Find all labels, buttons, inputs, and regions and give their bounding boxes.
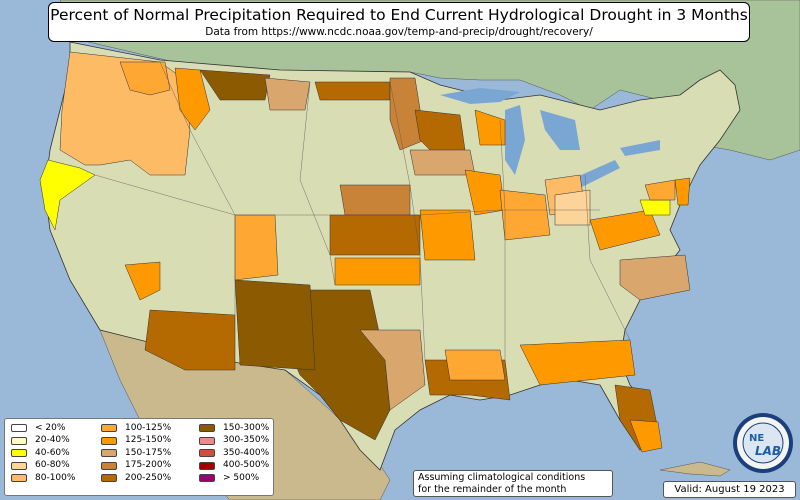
- legend-swatch: [199, 474, 215, 483]
- region-nevada-orange: [124, 261, 161, 301]
- logo-text-2: LAB: [755, 444, 781, 458]
- legend-item: 400-500%: [199, 460, 269, 472]
- legend-column-2: 100-125% 125-150% 150-175% 175-200% 200-…: [101, 422, 171, 485]
- region-oklahoma: [334, 257, 421, 286]
- legend-swatch: [101, 424, 117, 432]
- legend-label: 20-40%: [35, 435, 70, 446]
- region-texas-east: [359, 329, 426, 411]
- legend-label: > 500%: [223, 472, 260, 483]
- region-florida-orange: [629, 419, 663, 453]
- legend-label: 150-175%: [125, 447, 172, 458]
- region-oregon-orange: [119, 61, 171, 96]
- region-minnesota: [389, 77, 426, 151]
- legend-item: 80-100%: [11, 472, 75, 484]
- region-carolinas: [619, 254, 691, 301]
- legend-label: 60-80%: [35, 460, 70, 471]
- legend-label: 200-250%: [125, 472, 172, 483]
- legend-label: 40-60%: [35, 447, 70, 458]
- region-kentucky: [554, 189, 591, 226]
- region-nebraska: [339, 184, 411, 216]
- legend-swatch: [11, 461, 27, 470]
- legend-swatch: [11, 436, 27, 445]
- region-indiana: [499, 189, 551, 241]
- region-mississippi: [444, 349, 506, 381]
- legend-item: 60-80%: [11, 460, 75, 472]
- legend-swatch: [11, 449, 27, 458]
- legend-item: 20-40%: [11, 435, 75, 447]
- map-title: Percent of Normal Precipitation Required…: [50, 6, 748, 24]
- region-southeast: [519, 339, 636, 386]
- legend-swatch: [101, 449, 117, 458]
- region-north-dakota: [314, 81, 391, 101]
- legend-swatch: [101, 461, 117, 470]
- region-maryland: [639, 199, 671, 216]
- drought-regions: [39, 51, 691, 453]
- region-kansas: [329, 214, 421, 256]
- nelab-logo-icon: NE LAB: [733, 413, 793, 473]
- region-montana-west: [174, 67, 211, 131]
- lake-ontario: [620, 140, 660, 156]
- region-new-jersey: [674, 177, 691, 206]
- legend-item: 40-60%: [11, 447, 75, 459]
- legend-item: > 500%: [199, 472, 269, 484]
- legend-swatch: [199, 461, 215, 470]
- legend-item: < 20%: [11, 422, 75, 434]
- legend-item: 150-175%: [101, 447, 171, 459]
- region-virginia: [589, 209, 661, 251]
- legend-label: 350-400%: [223, 447, 270, 458]
- legend-swatch: [11, 474, 27, 483]
- legend-item: 125-150%: [101, 435, 171, 447]
- note-line-1: Assuming climatological conditions: [418, 472, 586, 483]
- note-box: Assuming climatological conditions for t…: [413, 470, 613, 497]
- legend-item: 200-250%: [101, 472, 171, 484]
- region-california-40-60: [39, 159, 96, 231]
- logo-text-1: NE: [749, 433, 764, 444]
- legend-swatch: [11, 424, 27, 432]
- region-michigan: [474, 109, 506, 146]
- note-line-2: for the remainder of the month: [418, 484, 567, 495]
- legend-label: 300-350%: [223, 435, 270, 446]
- state-borders: [94, 61, 631, 361]
- map-subtitle: Data from https://www.ncdc.noaa.gov/temp…: [205, 26, 593, 38]
- region-missouri: [419, 209, 476, 261]
- region-new-mexico: [234, 279, 316, 371]
- legend-item: 350-400%: [199, 447, 269, 459]
- legend: < 20% 20-40% 40-60% 60-80% 80-100% 100-1…: [4, 418, 274, 496]
- legend-swatch: [199, 449, 215, 458]
- legend-label: 175-200%: [125, 460, 172, 471]
- legend-column-1: < 20% 20-40% 40-60% 60-80% 80-100%: [11, 422, 75, 485]
- legend-swatch: [101, 436, 117, 445]
- lake-michigan: [505, 105, 525, 175]
- caribbean-islands: [659, 461, 731, 477]
- region-montana-tan: [264, 77, 311, 111]
- legend-label: 400-500%: [223, 460, 270, 471]
- region-arizona: [144, 309, 236, 371]
- legend-item: 175-200%: [101, 460, 171, 472]
- legend-label: 125-150%: [125, 435, 172, 446]
- legend-swatch: [199, 424, 215, 432]
- legend-label: 80-100%: [35, 472, 76, 483]
- legend-label: 100-125%: [125, 422, 172, 433]
- legend-item: 150-300%: [199, 422, 269, 434]
- legend-label: < 20%: [35, 422, 66, 433]
- legend-swatch: [199, 436, 215, 445]
- legend-swatch: [101, 474, 117, 483]
- valid-date-box: Valid: August 19 2023: [663, 481, 796, 498]
- lake-huron: [540, 110, 580, 150]
- legend-item: 300-350%: [199, 435, 269, 447]
- region-utah: [234, 214, 279, 281]
- region-new-york: [644, 179, 676, 201]
- lake-superior: [440, 88, 520, 104]
- legend-column-3: 150-300% 300-350% 350-400% 400-500% > 50…: [199, 422, 269, 485]
- region-montana-brown: [199, 69, 271, 101]
- title-box: Percent of Normal Precipitation Required…: [48, 2, 750, 42]
- legend-item: 100-125%: [101, 422, 171, 434]
- legend-label: 150-300%: [223, 422, 270, 433]
- lake-erie: [570, 160, 620, 188]
